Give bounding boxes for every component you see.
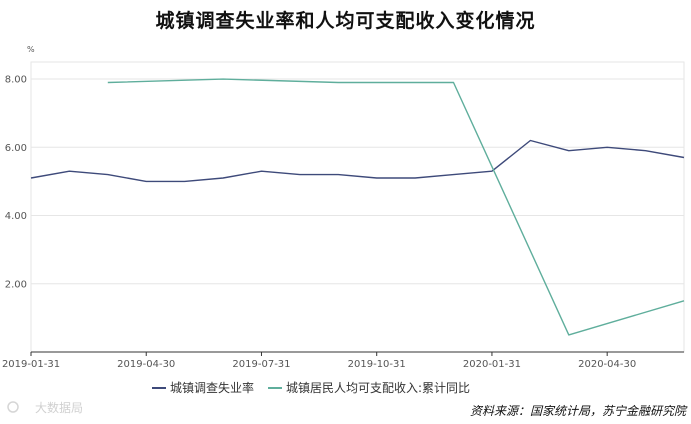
watermark-logo-icon: 大数据局	[7, 400, 83, 415]
y-tick-label: 8.00	[5, 75, 27, 86]
x-tick-label: 2019-07-31	[232, 359, 290, 370]
legend: 城镇调查失业率 城镇居民人均可支配收入:累计同比	[152, 380, 470, 395]
x-tick-label: 2019-04-30	[117, 359, 175, 370]
source-note: 资料来源：国家统计局，苏宁金融研究院	[470, 404, 688, 418]
axes: 2.00 4.00 6.00 8.00% 2019-01-31 2019-04-30 201…	[2, 45, 684, 370]
gridlines	[30, 61, 685, 353]
x-tick-label: 2020-01-31	[463, 359, 521, 370]
legend-item-1[interactable]: 城镇调查失业率	[152, 380, 254, 395]
y-unit-label: %	[27, 45, 35, 54]
y-tick-label: 2.00	[5, 279, 27, 290]
plot-frame	[30, 61, 685, 353]
x-tick-label: 2020-04-30	[578, 359, 636, 370]
x-tick-label: 2019-01-31	[2, 359, 60, 370]
chart-title: 城镇调查失业率和人均可支配收入变化情况	[155, 10, 536, 32]
watermark-text: 大数据局	[35, 400, 83, 415]
footer: 大数据局 资料来源：国家统计局，苏宁金融研究院	[7, 400, 688, 418]
legend-label: 城镇调查失业率	[170, 380, 254, 395]
series-line-2	[107, 78, 685, 336]
y-tick-label: 6.00	[5, 143, 27, 154]
legend-label: 城镇居民人均可支配收入:累计同比	[286, 381, 470, 395]
series-lines	[30, 78, 685, 336]
legend-item-2[interactable]: 城镇居民人均可支配收入:累计同比	[268, 381, 470, 395]
series-line-1	[30, 139, 685, 183]
y-tick-label: 4.00	[5, 211, 27, 222]
x-tick-label: 2019-10-31	[348, 359, 406, 370]
